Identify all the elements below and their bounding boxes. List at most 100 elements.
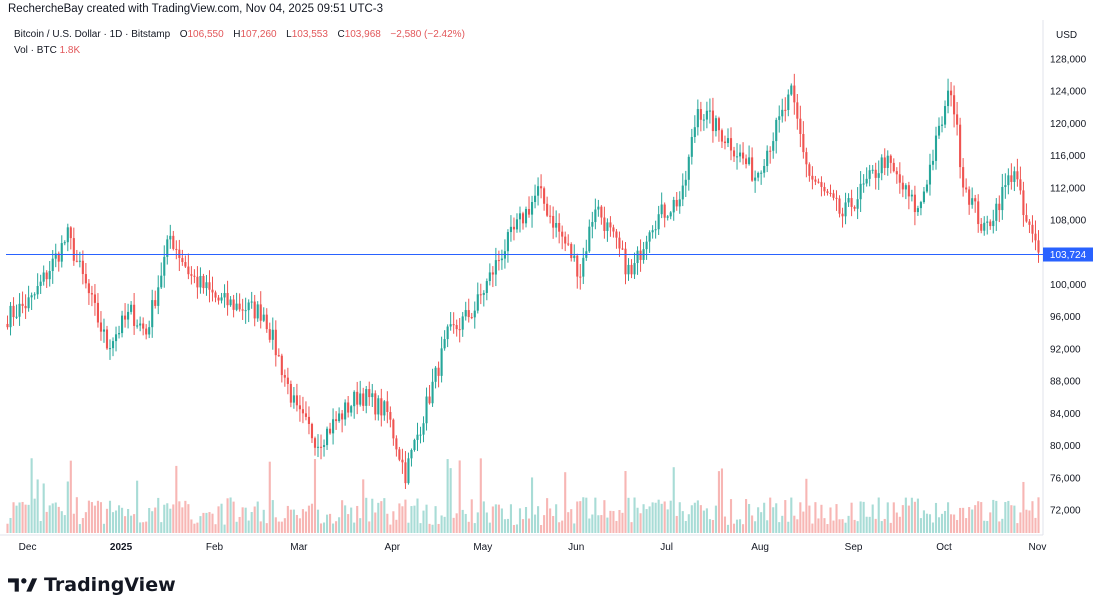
candle-body — [69, 227, 72, 239]
candle-body — [684, 179, 687, 186]
volume-bar — [995, 500, 998, 533]
volume-bar — [310, 503, 314, 533]
candle-body — [1007, 175, 1010, 186]
volume-bar — [678, 502, 681, 533]
candle-body — [989, 221, 992, 227]
candle-body — [374, 393, 377, 415]
volume-bar — [968, 507, 971, 533]
volume-bar — [256, 501, 259, 533]
candle-body — [1025, 215, 1028, 222]
volume-bar — [18, 502, 21, 533]
volume-label[interactable]: Vol · BTC — [14, 45, 57, 56]
candle-body — [880, 157, 883, 174]
volume-bar — [567, 512, 570, 533]
volume-bar — [217, 506, 220, 533]
currency-label[interactable]: USD — [1056, 30, 1078, 41]
candle-body — [540, 186, 543, 189]
volume-bar — [717, 471, 721, 533]
symbol-label[interactable]: Bitcoin / U.S. Dollar · 1D · Bitstamp — [14, 29, 171, 40]
candle-body — [537, 186, 540, 196]
candle-body — [579, 276, 582, 278]
volume-bar — [998, 521, 1001, 533]
volume-bar — [90, 502, 93, 533]
time-axis[interactable]: Dec 2025 Feb Mar Apr May Jun Jul Aug Sep Oct Nov — [19, 542, 1047, 553]
candle-body — [142, 323, 145, 329]
candle-body — [974, 198, 977, 202]
volume-bar — [277, 521, 280, 533]
volume-bar — [965, 518, 968, 533]
y-tick-label: 100,000 — [1050, 280, 1087, 291]
volume-bar — [910, 497, 913, 533]
volume-bar — [769, 497, 772, 533]
volume-bar — [380, 501, 383, 533]
volume-bar — [214, 524, 217, 533]
volume-bar — [757, 507, 760, 533]
candle-body — [778, 116, 781, 120]
volume-bar — [121, 507, 124, 533]
volume-bar — [178, 501, 181, 533]
volume-bar — [362, 479, 365, 533]
volume-bar — [983, 520, 986, 533]
candle-body — [871, 169, 874, 171]
volume-bar — [922, 510, 925, 533]
volume-bar — [15, 505, 18, 533]
candle-body — [648, 232, 651, 242]
candle-body — [814, 179, 817, 182]
y-tick-label: 128,000 — [1050, 55, 1087, 66]
volume-bar — [54, 502, 57, 533]
candle-body — [521, 213, 525, 224]
candle-body — [145, 328, 148, 335]
candle-body — [947, 90, 950, 107]
candle-body — [1010, 175, 1013, 182]
candle-body — [184, 262, 187, 267]
candle-body — [856, 199, 859, 209]
candle-body — [738, 152, 742, 157]
y-tick-label: 92,000 — [1050, 344, 1081, 355]
volume-bar — [784, 500, 787, 533]
candle-body — [446, 326, 449, 340]
volume-bar — [690, 505, 693, 533]
tradingview-logo[interactable]: TradingView — [8, 574, 176, 596]
candle-body — [549, 215, 552, 217]
volume-bar — [669, 500, 672, 533]
candle-body — [283, 375, 286, 378]
candle-body — [594, 209, 597, 223]
candle-body — [959, 124, 962, 168]
volume-bar — [723, 516, 727, 533]
volume-bar — [521, 519, 525, 533]
volume-bar — [350, 507, 353, 533]
candle-body — [292, 395, 295, 403]
candle-body — [663, 204, 666, 218]
volume-bar — [151, 511, 154, 533]
volume-bar — [359, 518, 362, 533]
candle-body — [723, 141, 727, 144]
price-axis[interactable]: 128,000 124,000 120,000 116,000 112,000 108,0… — [1050, 55, 1087, 517]
volume-bar — [105, 508, 109, 533]
volume-bar — [534, 514, 537, 533]
volume-bar — [316, 509, 320, 533]
volume-bar — [612, 511, 615, 533]
candle-body — [356, 391, 359, 405]
volume-bar — [446, 459, 449, 533]
candle-body — [416, 434, 419, 440]
candle-body — [977, 201, 980, 225]
volume-bar — [1001, 518, 1004, 533]
volume-bar — [841, 519, 844, 533]
candle-body — [102, 329, 106, 332]
candle-body — [805, 152, 808, 165]
volume-bar — [512, 524, 516, 533]
candle-body — [148, 327, 151, 335]
candle-body — [108, 348, 112, 350]
volume-bar — [696, 500, 699, 533]
volume-bar — [398, 503, 401, 533]
candle-body — [660, 204, 663, 215]
candle-body — [766, 150, 769, 166]
volume-bar — [868, 516, 871, 533]
x-tick-label: Feb — [206, 542, 224, 553]
volume-bar — [820, 504, 823, 533]
volume-bar — [1031, 501, 1034, 533]
candle-body — [564, 236, 567, 244]
volume-bar — [772, 507, 775, 533]
candle-body — [395, 438, 398, 450]
